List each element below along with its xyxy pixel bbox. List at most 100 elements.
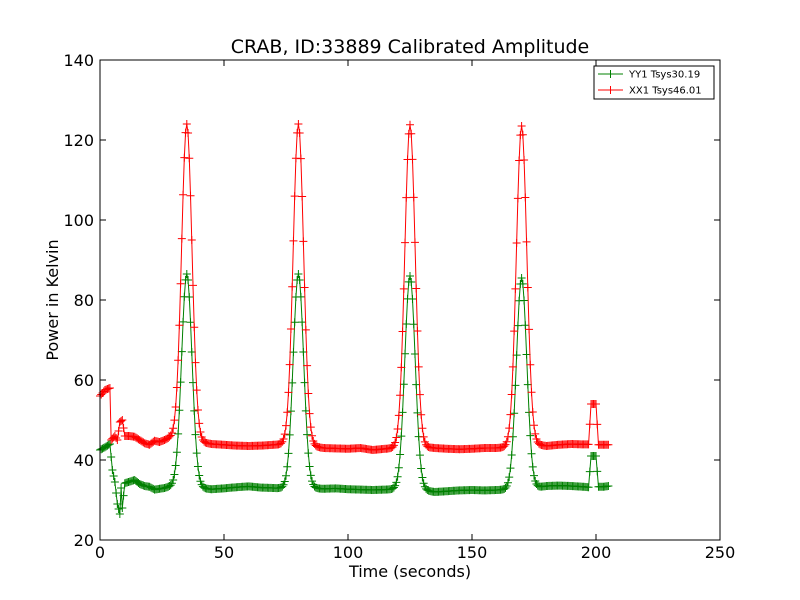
data-point (410, 238, 419, 247)
data-point (415, 451, 424, 460)
data-point (584, 440, 593, 449)
data-point (515, 156, 524, 165)
x-tick-label: 100 (333, 543, 364, 562)
data-point (282, 471, 290, 480)
data-point (304, 389, 313, 398)
data-point (107, 453, 116, 461)
data-point (179, 317, 188, 326)
data-point (114, 427, 123, 435)
data-point (527, 449, 536, 458)
data-point (393, 424, 402, 433)
data-point (117, 484, 126, 492)
data-point (506, 464, 515, 473)
y-tick-label: 20 (74, 531, 94, 550)
data-point (114, 505, 123, 513)
data-point (408, 155, 417, 164)
data-point (299, 237, 308, 246)
data-point (296, 292, 305, 301)
data-point (187, 236, 196, 245)
data-point (418, 424, 427, 433)
data-point (184, 276, 193, 285)
data-point (527, 388, 536, 397)
data-point (584, 483, 593, 492)
data-point (402, 193, 411, 202)
data-point (298, 192, 307, 201)
data-point (277, 439, 286, 448)
data-point (295, 275, 304, 284)
data-point (593, 420, 602, 429)
data-point (391, 481, 400, 490)
data-point (502, 437, 511, 446)
data-point (585, 420, 594, 429)
data-point (118, 416, 127, 424)
x-tick-label: 250 (705, 543, 736, 562)
data-point (286, 325, 295, 334)
data-point (507, 450, 516, 459)
data-point (112, 434, 121, 442)
data-point (284, 449, 293, 458)
data-point (286, 407, 295, 416)
data-point (196, 477, 205, 486)
series-markers-0 (96, 270, 613, 518)
data-point (523, 380, 532, 389)
data-point (397, 363, 406, 372)
data-point (166, 481, 175, 490)
data-point (408, 294, 417, 303)
data-point (170, 470, 179, 479)
y-axis-label: Power in Kelvin (43, 239, 62, 360)
data-point (105, 440, 114, 448)
data-point (109, 472, 118, 480)
data-point (189, 281, 197, 290)
data-point (294, 120, 303, 128)
data-point (119, 491, 128, 500)
data-point (279, 480, 288, 489)
data-point (306, 423, 315, 432)
data-point (172, 383, 181, 392)
data-point (305, 409, 314, 418)
chart-title: CRAB, ID:33889 Calibrated Amplitude (231, 36, 590, 58)
data-point (298, 318, 307, 327)
data-point (177, 234, 186, 243)
data-point (187, 348, 196, 357)
data-point (413, 408, 422, 417)
data-point (503, 478, 512, 487)
data-point (410, 350, 419, 359)
x-tick-label: 150 (457, 543, 488, 562)
data-point (190, 323, 199, 332)
data-point (530, 421, 538, 430)
data-point (521, 193, 530, 202)
data-point (305, 462, 314, 471)
data-point (289, 236, 298, 245)
x-tick-label: 0 (95, 543, 105, 562)
data-point (190, 406, 199, 415)
data-point (413, 327, 422, 336)
data-point (182, 120, 191, 128)
data-point (528, 462, 537, 471)
data-point (191, 358, 200, 367)
data-point (392, 478, 401, 487)
y-tick-label: 60 (74, 371, 94, 390)
data-point (284, 388, 293, 397)
data-point (520, 155, 529, 164)
data-point (500, 442, 509, 451)
data-point (419, 479, 428, 488)
y-tick-label: 120 (63, 131, 94, 150)
data-point (604, 482, 613, 490)
data-point (294, 270, 303, 278)
data-point (167, 479, 176, 488)
data-point (585, 467, 594, 476)
data-point (517, 274, 526, 282)
data-point (409, 193, 418, 202)
data-point (104, 440, 113, 449)
axis-ticks: 0 50 100 150 200 250 20 40 60 80 100 120 140 (63, 51, 735, 562)
data-point (195, 471, 204, 480)
data-point (295, 129, 304, 138)
data-point (117, 417, 126, 425)
data-point (502, 482, 511, 491)
data-point (399, 284, 408, 293)
data-point (296, 154, 305, 163)
data-point (501, 483, 510, 492)
data-point (175, 321, 184, 330)
data-point (388, 442, 397, 451)
